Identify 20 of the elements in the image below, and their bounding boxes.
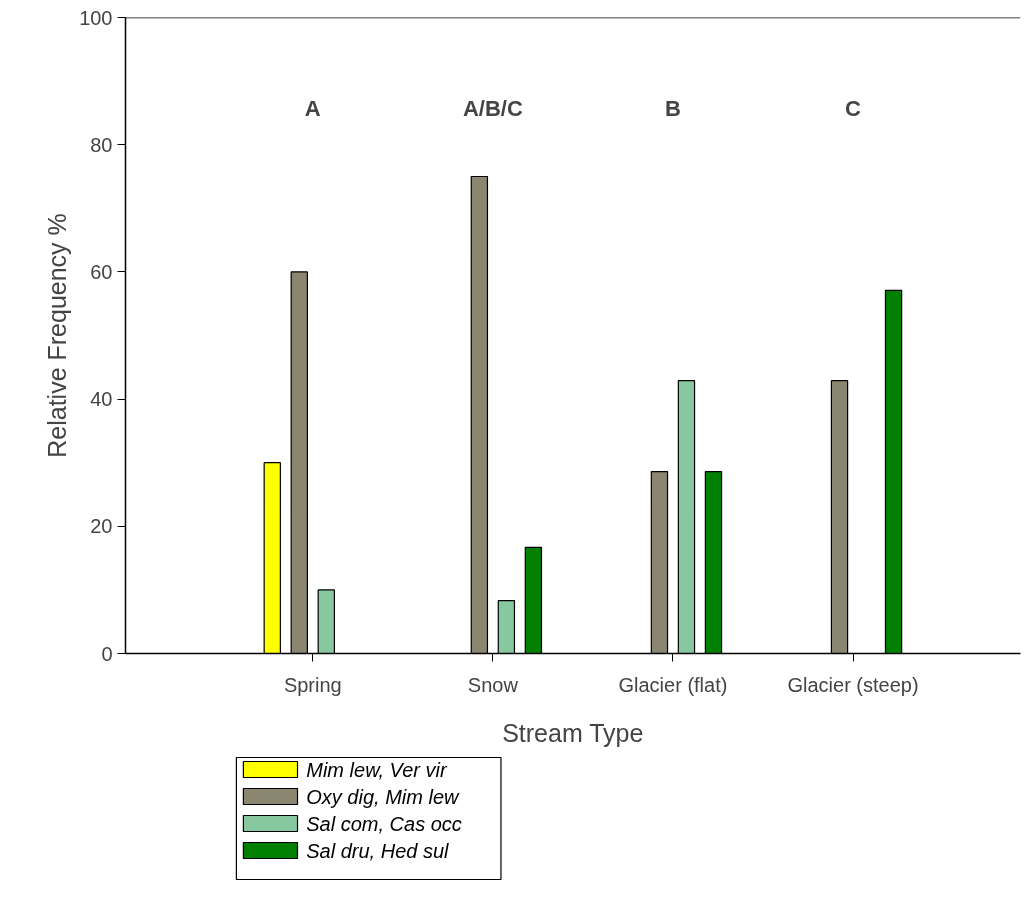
x-tick-label: Glacier (flat)	[618, 673, 728, 696]
legend-label: Sal dru, Hed sul	[306, 839, 450, 862]
y-tick-label: 0	[101, 642, 113, 665]
legend-label: Sal com, Cas occ	[306, 812, 462, 835]
y-tick-label: 40	[90, 388, 113, 411]
x-tick-label: Snow	[467, 673, 519, 696]
y-tick-label: 60	[90, 260, 113, 283]
y-tick-label: 80	[90, 133, 113, 156]
y-tick-label: 100	[79, 6, 113, 29]
legend-label: Mim lew, Ver vir	[306, 758, 448, 781]
legend-label: Oxy dig, Mim lew	[306, 785, 461, 808]
x-tick-label: Glacier (steep)	[787, 673, 919, 696]
annotation: A/B/C	[462, 96, 523, 121]
annotation: B	[665, 96, 681, 121]
y-axis-title: Relative Frequency %	[43, 213, 72, 458]
annotation: A	[304, 96, 321, 121]
annotation: C	[845, 96, 862, 121]
y-tick-label: 20	[90, 515, 113, 538]
x-axis-title: Stream Type	[502, 718, 644, 747]
x-tick-label: Spring	[283, 673, 342, 696]
